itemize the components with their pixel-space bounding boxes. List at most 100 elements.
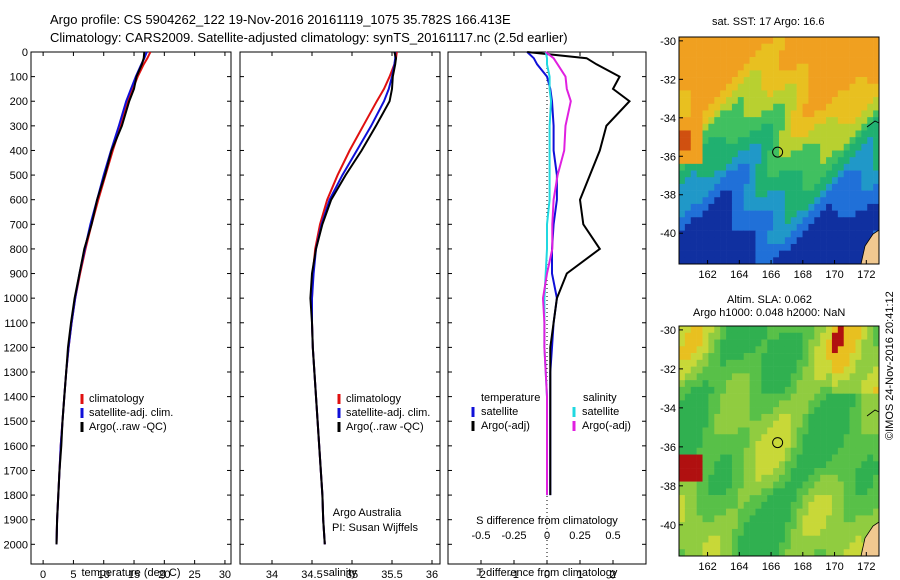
map-cell: [679, 50, 686, 58]
map-cell: [714, 90, 721, 98]
map-cell: [679, 427, 686, 435]
map-cell: [708, 97, 715, 105]
map-cell: [779, 434, 786, 442]
map-cell: [873, 434, 880, 442]
map-cell: [696, 427, 703, 435]
map-cell: [837, 170, 844, 178]
map-cell: [855, 441, 862, 449]
map-cell: [767, 549, 774, 557]
map-cell: [855, 380, 862, 388]
map-cell: [820, 393, 827, 401]
map-cell: [873, 117, 880, 125]
map-cell: [731, 373, 739, 381]
map-cell: [802, 373, 809, 381]
map-cell: [702, 83, 709, 91]
map-cell: [802, 447, 809, 455]
map-cell: [837, 515, 844, 523]
map-cell: [873, 103, 880, 111]
map-cell: [720, 177, 727, 185]
map-cell: [773, 359, 780, 367]
map-cell: [684, 501, 692, 509]
map-cell: [696, 549, 703, 557]
map-cell: [873, 210, 880, 218]
map-cell: [779, 90, 786, 98]
map-cell: [796, 481, 803, 489]
map-cell: [731, 197, 739, 205]
map-cell: [755, 243, 762, 251]
map-cell: [796, 157, 803, 165]
map-cell: [837, 413, 844, 421]
map-cell: [684, 528, 692, 536]
map-cell: [855, 77, 862, 85]
map-cell: [773, 353, 780, 361]
map-cell: [826, 549, 833, 557]
map-cell: [779, 501, 786, 509]
map-cell: [708, 57, 715, 65]
map-cell: [696, 508, 703, 516]
map-cell: [731, 183, 739, 191]
map-cell: [784, 366, 792, 374]
map-cell: [802, 90, 809, 98]
map-cell: [802, 50, 809, 58]
map-cell: [702, 481, 709, 489]
map-cell: [808, 110, 815, 118]
map-cell: [731, 447, 739, 455]
map-cell: [784, 57, 792, 65]
map-cell: [696, 203, 703, 211]
map-cell: [784, 37, 792, 44]
map-cell: [873, 197, 880, 205]
map-cell: [814, 97, 821, 105]
map-cell: [731, 413, 739, 421]
map-cell: [831, 393, 839, 401]
map-cell: [726, 257, 733, 265]
map-cell: [814, 535, 821, 543]
map-cell: [743, 70, 750, 78]
map-cell: [826, 441, 833, 449]
map-cell: [767, 210, 774, 218]
map-cell: [767, 130, 774, 138]
map-cell: [826, 43, 833, 51]
map-cell: [773, 183, 780, 191]
map-cell: [837, 407, 844, 415]
map-cell: [720, 427, 727, 435]
map-cell: [796, 434, 803, 442]
map-cell: [790, 386, 797, 394]
map-cell: [720, 37, 727, 44]
map-cell: [743, 359, 750, 367]
map-cell: [684, 366, 692, 374]
map-cell: [861, 353, 868, 361]
map-cell: [808, 183, 815, 191]
map-cell: [679, 103, 686, 111]
map-cell: [714, 427, 721, 435]
map-cell: [808, 407, 815, 415]
map-cell: [702, 393, 709, 401]
map-cell: [820, 461, 827, 469]
map-cell: [779, 400, 786, 408]
map-cell: [814, 137, 821, 145]
map-cell: [855, 373, 862, 381]
map-cell: [790, 183, 797, 191]
map-cell: [802, 137, 809, 145]
map-cell: [843, 346, 850, 354]
map-cell: [773, 468, 780, 476]
map-cell: [873, 393, 880, 401]
map-cell: [820, 150, 827, 158]
map-cell: [820, 243, 827, 251]
map-cell: [767, 441, 774, 449]
map-cell: [855, 359, 862, 367]
map-cell: [755, 83, 762, 91]
map-cell: [779, 57, 786, 65]
map-cell: [743, 542, 750, 550]
map-cell: [720, 117, 727, 125]
map-cell: [726, 488, 733, 496]
map-cell: [767, 257, 774, 265]
map-cell: [773, 474, 780, 482]
map-cell: [714, 332, 721, 340]
map-cell: [702, 130, 709, 138]
map-cell: [837, 210, 844, 218]
map-cell: [867, 326, 874, 334]
map-cell: [784, 143, 792, 151]
map-cell: [696, 77, 703, 85]
figure-title-line1: Argo profile: CS 5904262_122 19-Nov-2016…: [50, 12, 511, 27]
map-cell: [814, 386, 821, 394]
